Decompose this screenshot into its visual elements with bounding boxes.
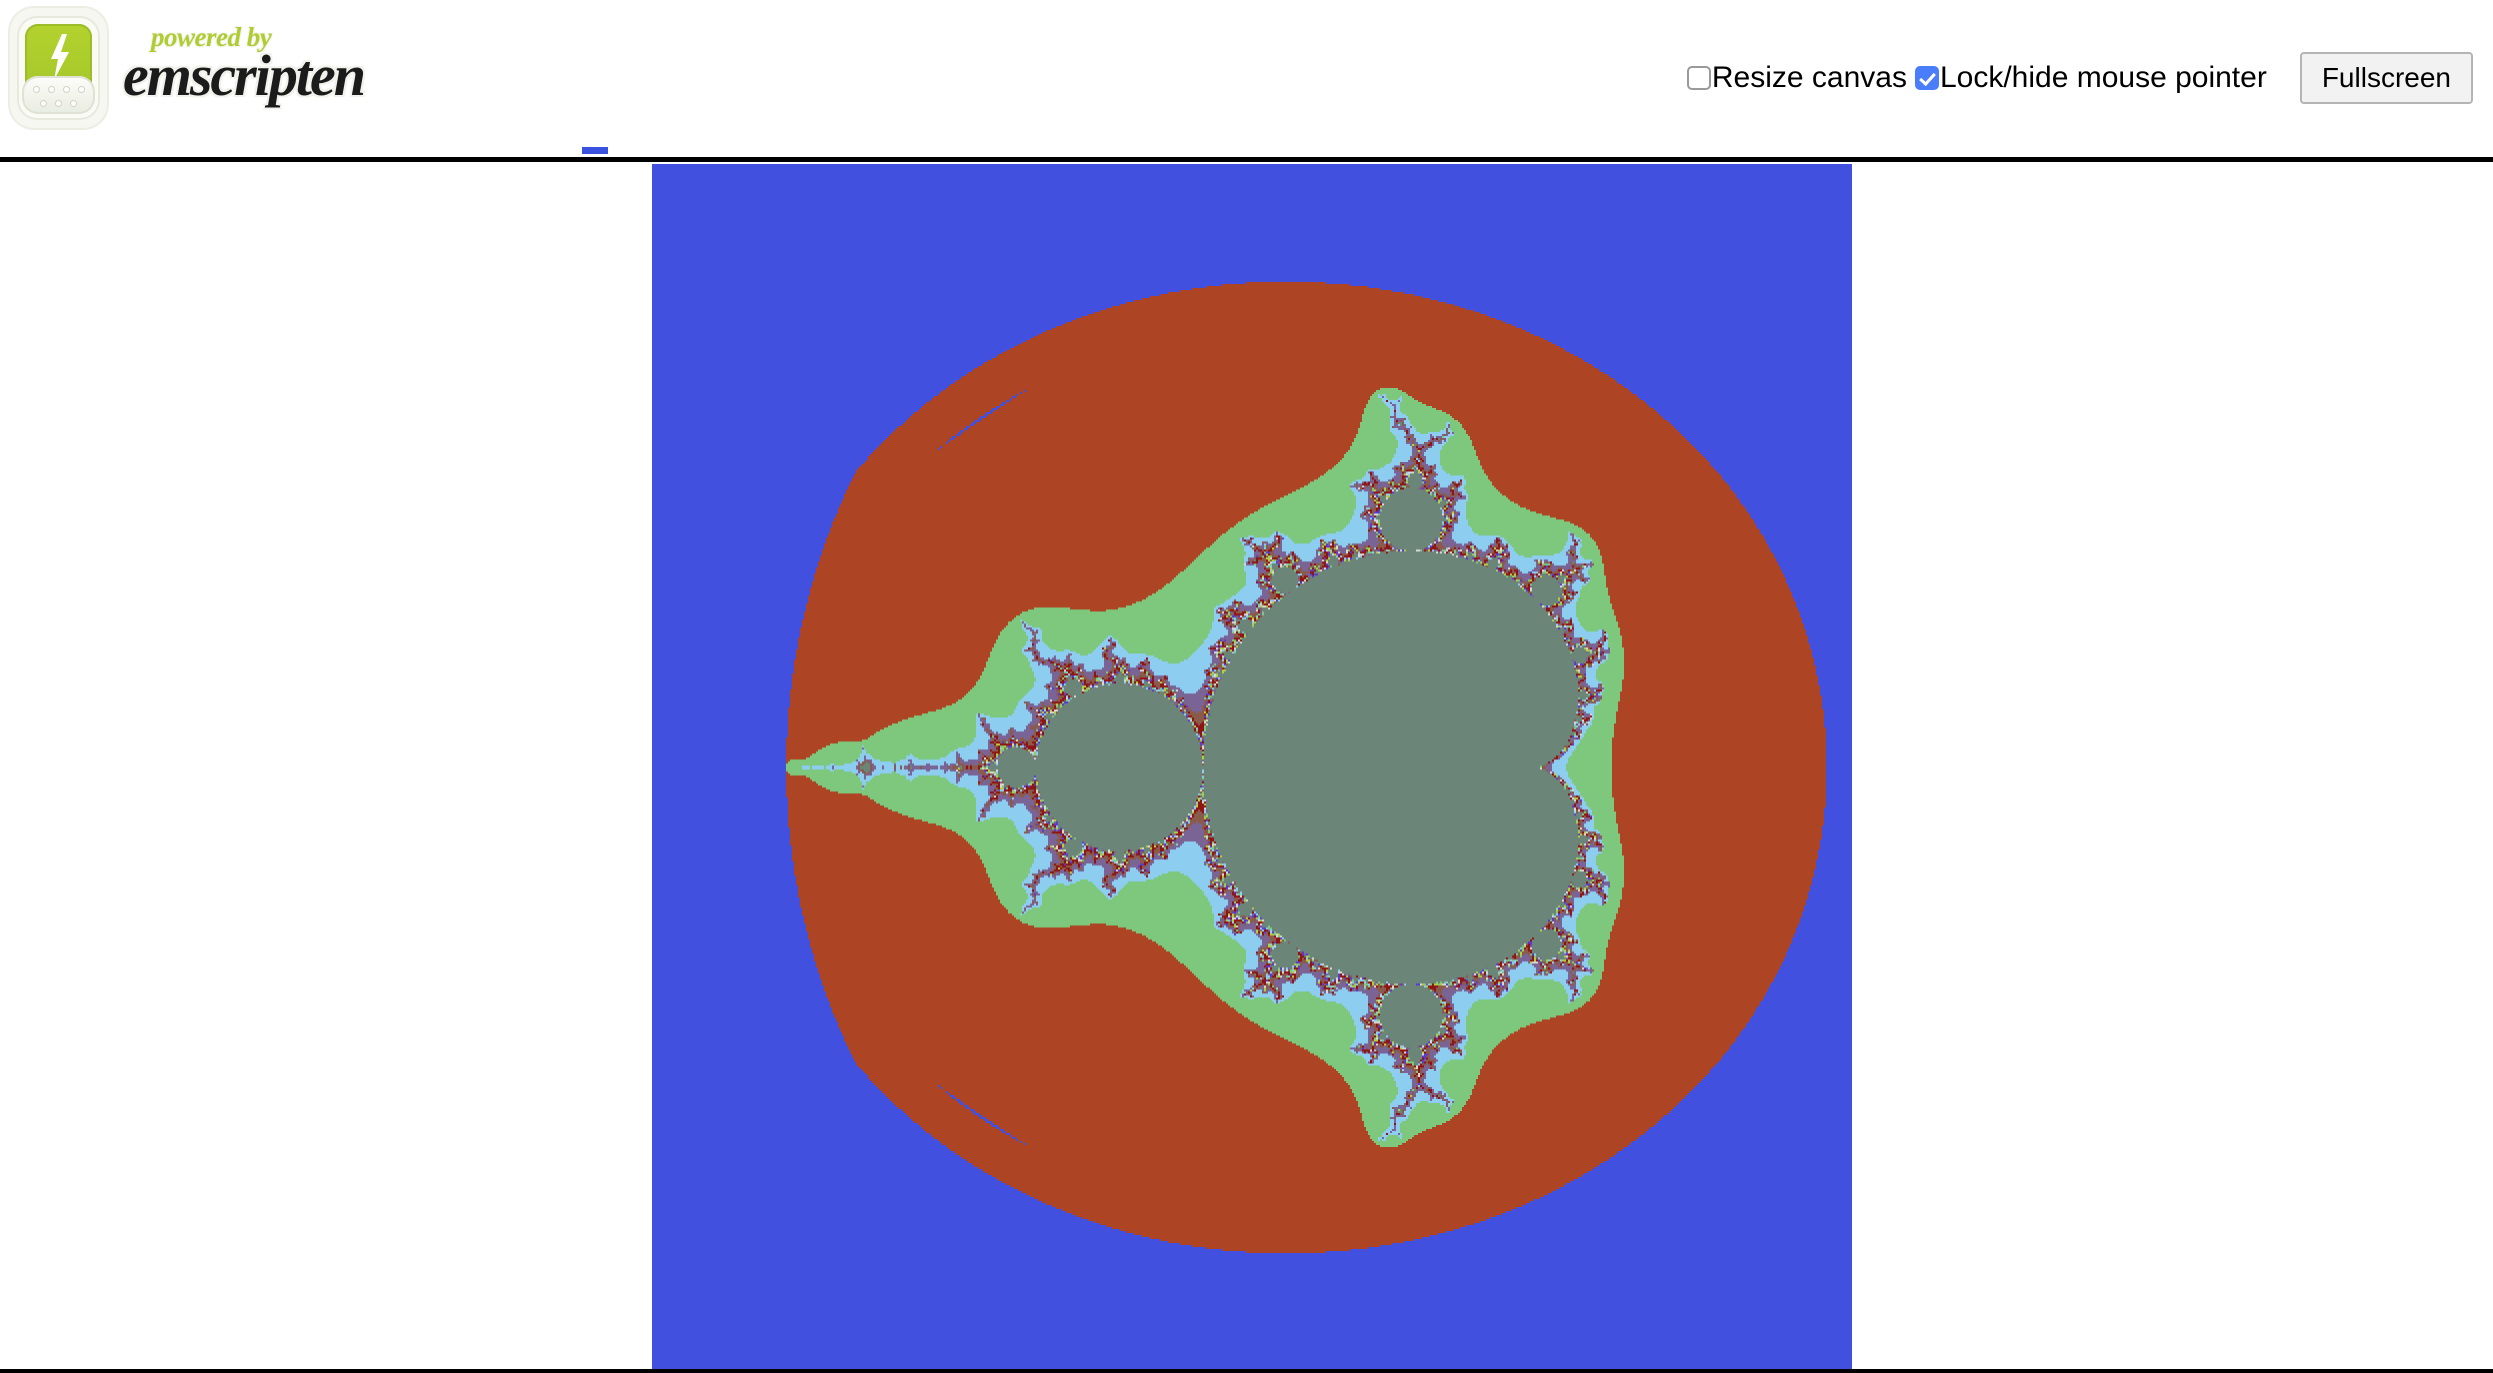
resize-canvas-label: Resize canvas	[1711, 61, 1907, 94]
badge-keypad	[22, 76, 95, 114]
canvas-container	[652, 164, 1852, 1369]
emscripten-logo: powered by emscripten	[8, 6, 383, 130]
lock-pointer-label: Lock/hide mouse pointer	[1939, 61, 2267, 94]
lightning-bolt-icon	[51, 34, 69, 80]
status-link[interactable]	[582, 138, 608, 154]
lock-pointer-checkbox[interactable]	[1914, 66, 1939, 90]
emscripten-badge-icon	[8, 6, 109, 130]
powered-by-text: powered by	[151, 22, 272, 52]
mandelbrot-fractal-canvas[interactable]	[652, 164, 1852, 1369]
canvas-controls: Resize canvas Lock/hide mouse pointer Fu…	[1686, 52, 2473, 104]
emscripten-wordmark: powered by emscripten	[123, 18, 383, 118]
header-divider	[0, 157, 2493, 162]
emscripten-name-text: emscripten	[123, 43, 366, 108]
lock-pointer-control[interactable]: Lock/hide mouse pointer	[1914, 61, 2267, 94]
page-header: powered by emscripten Resize canvas Lock…	[0, 0, 2493, 162]
footer-divider	[0, 1369, 2493, 1373]
resize-canvas-checkbox[interactable]	[1686, 66, 1711, 90]
fullscreen-button[interactable]: Fullscreen	[2299, 52, 2473, 104]
resize-canvas-control[interactable]: Resize canvas	[1686, 61, 1907, 94]
